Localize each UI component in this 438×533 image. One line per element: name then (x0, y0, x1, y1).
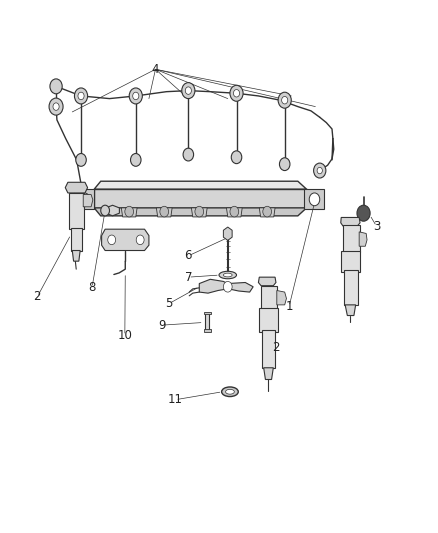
Polygon shape (72, 251, 80, 261)
Bar (344, 270, 358, 305)
Polygon shape (65, 182, 88, 193)
Circle shape (278, 92, 291, 108)
Circle shape (129, 88, 142, 104)
Circle shape (182, 83, 195, 99)
Circle shape (136, 235, 144, 245)
Text: 9: 9 (158, 319, 166, 332)
Circle shape (357, 205, 370, 221)
Circle shape (78, 92, 84, 100)
Bar (259, 308, 278, 332)
Circle shape (223, 281, 232, 292)
Circle shape (309, 193, 320, 206)
Circle shape (76, 154, 86, 166)
Polygon shape (226, 208, 242, 217)
Polygon shape (359, 232, 367, 246)
Circle shape (131, 154, 141, 166)
Ellipse shape (223, 273, 232, 277)
Polygon shape (264, 368, 273, 379)
Text: 6: 6 (184, 249, 192, 262)
Text: 3: 3 (373, 220, 380, 233)
Polygon shape (156, 208, 172, 217)
Circle shape (233, 90, 240, 97)
Polygon shape (74, 189, 94, 209)
Polygon shape (199, 279, 253, 293)
Circle shape (195, 206, 204, 217)
Circle shape (183, 148, 194, 161)
Polygon shape (277, 290, 286, 305)
Circle shape (230, 206, 239, 217)
Circle shape (74, 88, 88, 104)
Text: 10: 10 (117, 329, 132, 342)
Polygon shape (204, 312, 211, 314)
Circle shape (185, 87, 191, 94)
Polygon shape (102, 229, 149, 251)
Circle shape (50, 79, 62, 94)
Circle shape (125, 206, 134, 217)
Ellipse shape (219, 271, 237, 279)
Bar (343, 225, 360, 252)
Polygon shape (259, 208, 275, 217)
Circle shape (231, 151, 242, 164)
Polygon shape (94, 189, 307, 208)
Circle shape (160, 206, 169, 217)
Polygon shape (94, 181, 307, 189)
Bar (341, 251, 360, 272)
Polygon shape (204, 329, 211, 332)
Polygon shape (191, 208, 207, 217)
Polygon shape (341, 217, 360, 226)
Polygon shape (121, 208, 137, 217)
Circle shape (279, 158, 290, 171)
Circle shape (314, 163, 326, 178)
Text: 5: 5 (165, 297, 172, 310)
Polygon shape (205, 313, 209, 330)
Circle shape (79, 193, 90, 206)
Polygon shape (106, 205, 120, 216)
Bar (71, 228, 82, 251)
Polygon shape (258, 277, 276, 286)
Bar (262, 330, 275, 368)
Polygon shape (223, 227, 232, 240)
Polygon shape (94, 208, 307, 216)
Text: 11: 11 (168, 393, 183, 406)
Circle shape (53, 103, 59, 110)
Bar (261, 286, 277, 309)
Polygon shape (304, 189, 324, 209)
Polygon shape (345, 305, 356, 316)
Circle shape (230, 85, 243, 101)
Text: 2: 2 (33, 290, 41, 303)
Ellipse shape (222, 387, 238, 397)
Bar (69, 193, 84, 229)
Circle shape (263, 206, 272, 217)
Ellipse shape (226, 389, 234, 394)
Circle shape (49, 98, 63, 115)
Text: 1: 1 (285, 300, 293, 313)
Circle shape (282, 96, 288, 104)
Circle shape (133, 92, 139, 100)
Text: 2: 2 (272, 341, 280, 354)
Polygon shape (83, 195, 93, 207)
Text: 7: 7 (184, 271, 192, 284)
Circle shape (101, 205, 110, 216)
Text: 4: 4 (152, 63, 159, 76)
Circle shape (108, 235, 116, 245)
Circle shape (317, 167, 322, 174)
Text: 8: 8 (88, 281, 95, 294)
